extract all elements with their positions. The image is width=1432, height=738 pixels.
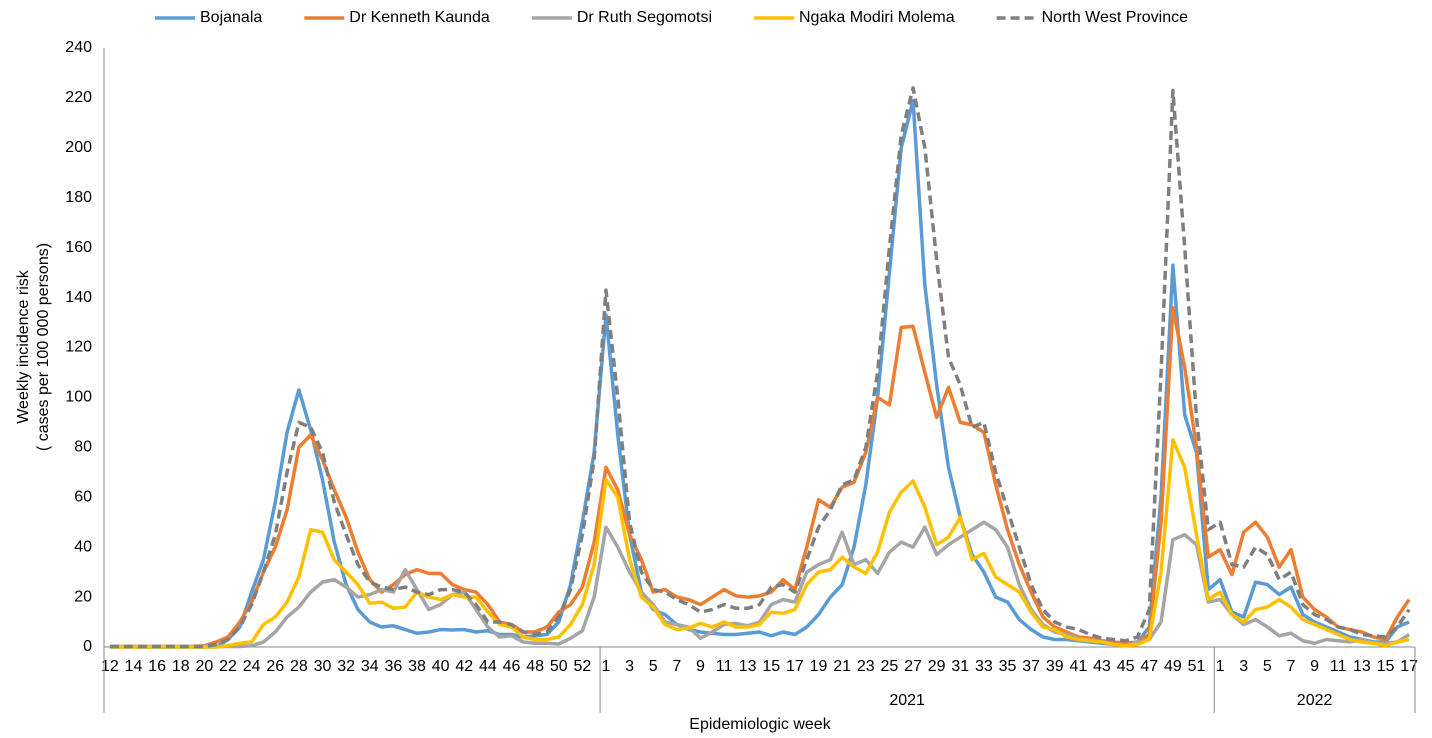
group-label: 2022: [1297, 692, 1333, 709]
x-tick-label: 15: [1377, 658, 1395, 675]
x-tick-label: 42: [455, 658, 473, 675]
x-tick-label: 17: [786, 658, 804, 675]
x-tick-label: 9: [696, 658, 705, 675]
x-tick-label: 25: [881, 658, 899, 675]
x-tick-label: 35: [999, 658, 1017, 675]
x-tick-label: 52: [573, 658, 591, 675]
y-tick-label: 220: [65, 89, 92, 106]
y-axis-title: ( cases per 100 000 persons): [35, 243, 52, 451]
x-tick-label: 27: [904, 658, 922, 675]
x-tick-label: 16: [148, 658, 166, 675]
series-line: [109, 98, 1410, 649]
x-tick-label: 47: [1140, 658, 1158, 675]
y-tick-label: 120: [65, 339, 92, 356]
y-tick-label: 240: [65, 39, 92, 56]
x-tick-label: 7: [672, 658, 681, 675]
x-tick-label: 23: [857, 658, 875, 675]
x-tick-label: 29: [928, 658, 946, 675]
x-tick-label: 36: [384, 658, 402, 675]
x-tick-label: 32: [337, 658, 355, 675]
x-tick-label: 33: [975, 658, 993, 675]
x-tick-label: 7: [1287, 658, 1296, 675]
x-tick-label: 45: [1117, 658, 1135, 675]
group-label: 2021: [889, 692, 925, 709]
x-tick-label: 3: [625, 658, 634, 675]
x-tick-label: 51: [1188, 658, 1206, 675]
x-tick-label: 31: [951, 658, 969, 675]
x-tick-label: 40: [432, 658, 450, 675]
x-tick-label: 22: [219, 658, 237, 675]
x-tick-label: 48: [526, 658, 544, 675]
legend-label: Ngaka Modiri Molema: [799, 9, 955, 26]
x-tick-label: 5: [1263, 658, 1272, 675]
series-line: [109, 86, 1411, 649]
x-tick-label: 17: [1400, 658, 1418, 675]
y-tick-label: 200: [65, 139, 92, 156]
x-tick-label: 1: [602, 658, 611, 675]
y-tick-label: 160: [65, 239, 92, 256]
x-tick-label: 3: [1239, 658, 1248, 675]
x-tick-label: 30: [314, 658, 332, 675]
y-tick-label: 80: [74, 439, 92, 456]
x-tick-label: 26: [266, 658, 284, 675]
y-tick-label: 140: [65, 289, 92, 306]
x-tick-label: 21: [833, 658, 851, 675]
x-tick-label: 37: [1022, 658, 1040, 675]
x-tick-label: 14: [125, 658, 143, 675]
x-tick-label: 9: [1310, 658, 1319, 675]
x-tick-label: 49: [1164, 658, 1182, 675]
legend-label: Dr Kenneth Kaunda: [349, 9, 490, 26]
x-axis-title: Epidemiologic week: [689, 716, 831, 733]
x-tick-label: 43: [1093, 658, 1111, 675]
x-tick-label: 13: [739, 658, 757, 675]
x-tick-label: 46: [503, 658, 521, 675]
legend-label: Dr Ruth Segomotsi: [577, 9, 712, 26]
x-tick-label: 20: [195, 658, 213, 675]
x-tick-label: 38: [408, 658, 426, 675]
legend-label: North West Province: [1042, 9, 1189, 26]
y-tick-label: 100: [65, 389, 92, 406]
x-tick-label: 39: [1046, 658, 1064, 675]
legend-label: Bojanala: [200, 9, 262, 26]
x-tick-label: 19: [810, 658, 828, 675]
x-tick-label: 11: [716, 658, 733, 675]
y-tick-label: 0: [83, 638, 92, 655]
x-tick-label: 12: [101, 658, 119, 675]
x-tick-label: 18: [172, 658, 190, 675]
x-tick-label: 15: [762, 658, 780, 675]
x-tick-label: 44: [479, 658, 497, 675]
x-tick-label: 13: [1353, 658, 1371, 675]
x-tick-label: 34: [361, 658, 379, 675]
y-tick-label: 60: [74, 488, 92, 505]
y-tick-label: 20: [74, 588, 92, 605]
x-tick-label: 41: [1069, 658, 1087, 675]
series-line: [109, 438, 1410, 649]
y-tick-label: 180: [65, 189, 92, 206]
y-tick-label: 40: [74, 538, 92, 555]
x-tick-label: 11: [1330, 658, 1347, 675]
y-axis-title: Weekly incidence risk: [15, 269, 32, 424]
x-tick-label: 1: [1216, 658, 1225, 675]
x-tick-label: 5: [649, 658, 658, 675]
x-tick-label: 50: [550, 658, 568, 675]
x-tick-label: 28: [290, 658, 308, 675]
x-tick-label: 24: [243, 658, 261, 675]
